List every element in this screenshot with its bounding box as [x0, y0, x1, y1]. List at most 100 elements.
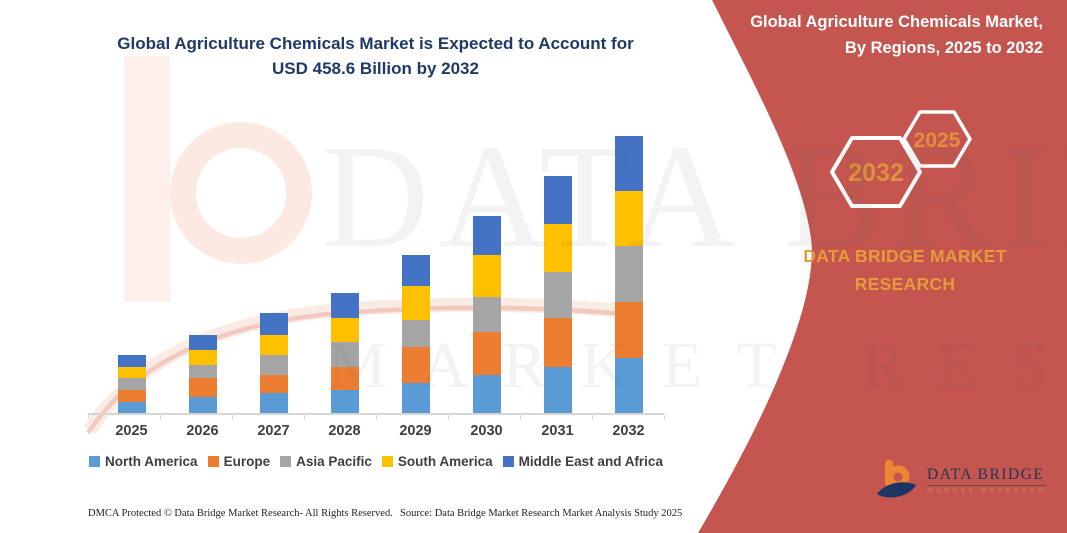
- bar-slot: [451, 120, 522, 413]
- bar-segment: [401, 320, 430, 347]
- bar-segment: [188, 350, 217, 365]
- bar-column-2032: [614, 136, 643, 413]
- panel-title-line2: By Regions, 2025 to 2032: [844, 38, 1043, 57]
- bar-segment: [472, 375, 501, 413]
- x-tick-label: 2027: [257, 423, 290, 439]
- bar-segment: [117, 367, 146, 378]
- x-tick-label: 2030: [470, 423, 503, 439]
- brand-panel: 2032 2025 Global Agriculture Chemicals M…: [690, 0, 1067, 533]
- hexagon-2032: [830, 136, 922, 208]
- bar-column-2029: [401, 255, 430, 413]
- legend-swatch: [502, 456, 514, 467]
- legend-swatch: [280, 456, 292, 467]
- dbmr-logo-text-block: DATA BRIDGE MARKET RESEARCH: [927, 466, 1047, 495]
- bar-segment: [401, 286, 430, 320]
- bar-column-2028: [330, 293, 359, 413]
- x-axis-tick: [304, 415, 305, 419]
- chart-title: Global Agriculture Chemicals Market is E…: [63, 32, 688, 81]
- bar-slot: [593, 120, 664, 413]
- legend-label: South America: [397, 454, 493, 469]
- bar-segment: [188, 365, 217, 378]
- chart-title-line2: USD 458.6 Billion by 2032: [272, 58, 479, 78]
- dmca-text: DMCA Protected © Data Bridge Market Rese…: [88, 508, 393, 519]
- x-axis-labels: 2025 2026 2027 2028 2029 2030 2031 2032: [96, 423, 664, 439]
- x-axis-tick: [232, 415, 233, 419]
- bar-segment: [614, 358, 643, 413]
- brand-wordmark-line2: RESEARCH: [854, 274, 956, 294]
- bar-segment: [543, 318, 572, 367]
- bar-segment: [188, 397, 217, 413]
- x-axis-line: [88, 413, 664, 415]
- x-tick-label: 2028: [328, 423, 361, 439]
- hexagon-2025-label: 2025: [914, 129, 961, 152]
- legend-swatch: [89, 456, 101, 467]
- brand-wordmark-line1: DATA BRIDGE MARKET: [803, 246, 1007, 266]
- legend-item: Asia Pacific: [280, 454, 372, 469]
- x-axis-tick: [448, 415, 449, 419]
- x-axis-tick: [160, 415, 161, 419]
- bar-segment: [117, 390, 146, 402]
- bar-column-2030: [472, 216, 501, 413]
- panel-title: Global Agriculture Chemicals Market, By …: [713, 10, 1043, 61]
- bar-segment: [543, 272, 572, 318]
- bar-segment: [259, 355, 288, 375]
- bar-segment: [543, 367, 572, 413]
- x-axis-tick: [592, 415, 593, 419]
- bar-segment: [614, 191, 643, 246]
- bar-segment: [330, 318, 359, 342]
- bar-segment: [472, 216, 501, 255]
- bar-segment: [259, 375, 288, 393]
- x-tick-label: 2029: [399, 423, 432, 439]
- dbmr-logo: DATA BRIDGE MARKET RESEARCH: [875, 458, 1047, 502]
- bar-segment: [614, 136, 643, 191]
- x-axis-tick: [664, 415, 665, 419]
- bar-segment: [259, 313, 288, 335]
- panel-title-line1: Global Agriculture Chemicals Market,: [750, 13, 1043, 31]
- bar-slot: [96, 120, 167, 413]
- hexagon-2025: [902, 110, 972, 168]
- legend-swatch: [381, 456, 393, 467]
- legend-label: Europe: [223, 454, 271, 469]
- hexagon-2032-label: 2032: [848, 159, 904, 187]
- bar-slot: [380, 120, 451, 413]
- x-axis-tick: [88, 415, 89, 419]
- dbmr-logo-text: DATA BRIDGE: [927, 466, 1047, 486]
- bar-slot: [522, 120, 593, 413]
- panel-white-curve: [690, 0, 812, 533]
- bar-slot: [167, 120, 238, 413]
- legend-label: North America: [105, 454, 198, 469]
- chart-legend: North America Europe Asia Pacific South Ame…: [88, 454, 664, 469]
- bar-column-2027: [259, 313, 288, 413]
- bar-chart-plot: [96, 120, 664, 413]
- chart-title-line1: Global Agriculture Chemicals Market is E…: [117, 34, 634, 53]
- x-tick-label: 2031: [541, 423, 574, 439]
- legend-item: Middle East and Africa: [502, 454, 663, 469]
- bar-segment: [330, 293, 359, 318]
- dbmr-logo-icon: [877, 460, 916, 498]
- legend-label: Middle East and Africa: [518, 454, 663, 469]
- bar-slot: [238, 120, 309, 413]
- x-tick-label: 2025: [115, 423, 148, 439]
- dbmr-logo-subtext: MARKET RESEARCH: [927, 487, 1047, 495]
- legend-swatch: [207, 456, 219, 467]
- bar-segment: [330, 367, 359, 390]
- x-axis-tick: [376, 415, 377, 419]
- bar-segment: [472, 297, 501, 332]
- bar-segment: [117, 378, 146, 390]
- x-tick-label: 2026: [186, 423, 219, 439]
- bar-segment: [330, 342, 359, 367]
- bar-segment: [401, 255, 430, 286]
- legend-item: North America: [89, 454, 198, 469]
- bar-segment: [614, 246, 643, 302]
- bar-segment: [401, 347, 430, 383]
- x-axis-tick: [520, 415, 521, 419]
- bar-segment: [188, 378, 217, 397]
- legend-item: South America: [381, 454, 493, 469]
- bar-slot: [309, 120, 380, 413]
- bar-segment: [259, 393, 288, 413]
- x-tick-label: 2032: [612, 423, 645, 439]
- source-text: Source: Data Bridge Market Research Mark…: [400, 508, 683, 519]
- watermark-logo-b-bar: [124, 56, 170, 302]
- bar-column-2026: [188, 335, 217, 413]
